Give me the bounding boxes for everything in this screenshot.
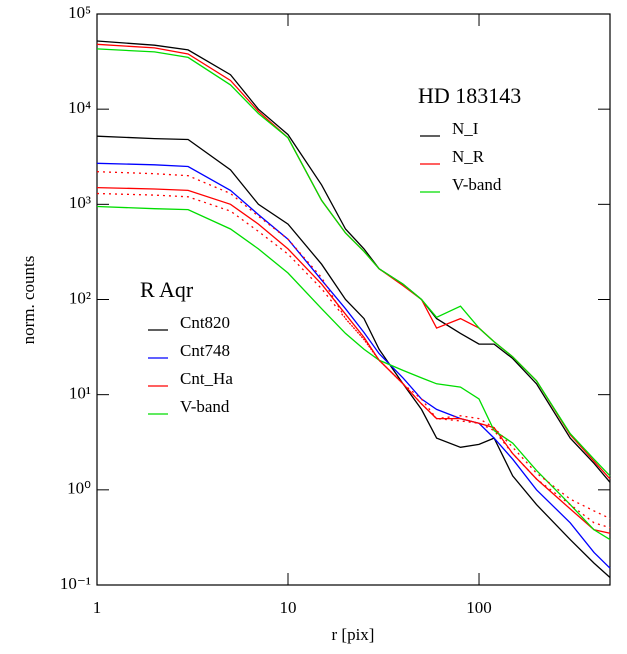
legend-label: V-band: [452, 175, 502, 194]
data-line: [96, 186, 611, 534]
x-axis-label: r [pix]: [332, 625, 375, 644]
legend-label: N_I: [452, 119, 479, 138]
legend-label: V-band: [180, 397, 230, 416]
y-tick-label: 10⁴: [68, 98, 91, 117]
legend-label: Cnt820: [180, 313, 230, 332]
y-tick-label: 10¹: [69, 384, 91, 403]
x-tick-label: 10: [280, 598, 297, 617]
x-tick-label: 100: [466, 598, 492, 617]
data-line: [96, 171, 611, 520]
legend-title: R Aqr: [140, 277, 194, 302]
data-line: [96, 205, 611, 541]
data-line: [96, 192, 611, 529]
data-line: [96, 135, 611, 578]
y-axis-label: norm. counts: [19, 256, 38, 345]
data-line: [96, 162, 611, 569]
legend-title: HD 183143: [418, 83, 521, 108]
y-tick-label: 10²: [69, 288, 91, 307]
legend-label: Cnt_Ha: [180, 369, 233, 388]
x-tick-label: 1: [93, 598, 102, 617]
y-tick-label: 10⁵: [68, 3, 91, 22]
data-line: [96, 40, 611, 483]
data-line: [96, 48, 611, 477]
y-tick-label: 10⁻¹: [60, 574, 91, 593]
data-line: [96, 43, 611, 480]
legend-label: Cnt748: [180, 341, 230, 360]
legend-label: N_R: [452, 147, 485, 166]
y-tick-label: 10⁰: [67, 479, 91, 498]
y-tick-label: 10³: [69, 193, 91, 212]
